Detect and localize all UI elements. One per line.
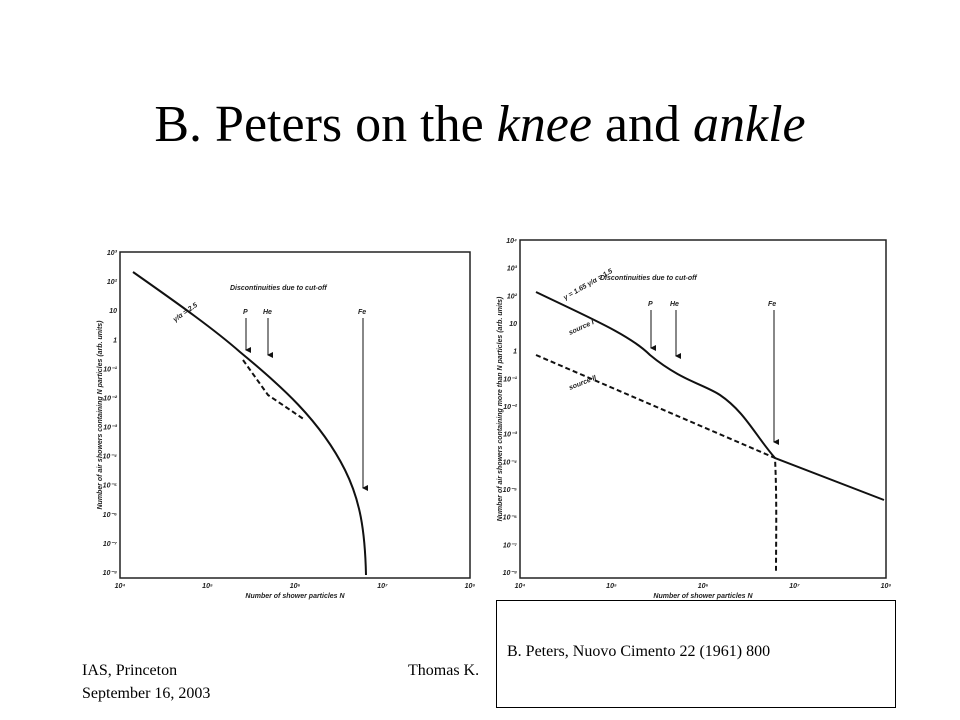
x-tick-label: 10⁶	[698, 583, 709, 590]
arrow-label: Fe	[768, 301, 776, 308]
title-emphasis: ankle	[693, 96, 806, 153]
y-tick-label: 10³	[507, 266, 518, 273]
y-tick-label: 10⁻⁷	[103, 541, 117, 548]
curve	[132, 271, 367, 576]
curve-dashed	[242, 359, 306, 421]
x-tick-label: 10⁴	[515, 583, 526, 590]
slope-label: γ/α = 2.5	[172, 302, 199, 324]
y-tick-label: 10⁻⁶	[103, 512, 117, 519]
y-tick-label: 10⁻²	[103, 395, 117, 402]
figure-annotation: Discontinuities due to cut-off	[230, 285, 327, 292]
footer-venue: IAS, Princeton	[82, 662, 178, 679]
x-tick-label: 10⁷	[789, 583, 800, 590]
y-tick-label: 10⁻¹	[103, 366, 117, 373]
x-tick-label: 10⁸	[465, 583, 476, 590]
arrow-label: He	[263, 309, 272, 316]
y-tick-label: 10	[109, 308, 117, 315]
curve-dashed	[535, 354, 778, 573]
x-tick-label: 10⁴	[115, 583, 126, 590]
y-tick-label: 10⁻²	[503, 404, 517, 411]
x-axis-label: Number of shower particles N	[245, 593, 345, 600]
figure-frame	[119, 251, 471, 579]
arrow-label: P	[648, 301, 653, 308]
y-tick-label: 10⁻⁵	[103, 483, 117, 490]
y-tick-label: 10⁻³	[103, 425, 117, 432]
figure-annotation: Discontinuities due to cut-off	[600, 275, 697, 282]
arrow-label: He	[670, 301, 679, 308]
y-tick-label: 10²	[107, 279, 118, 286]
citation-box: B. Peters, Nuovo Cimento 22 (1961) 800	[496, 600, 896, 708]
y-tick-label: 10	[509, 321, 517, 328]
y-tick-label: 10⁻⁴	[103, 454, 117, 461]
arrow-label: P	[243, 309, 248, 316]
citation: B. Peters, Nuovo Cimento 22 (1961) 800	[507, 643, 771, 660]
figure-frame	[519, 239, 887, 579]
y-tick-label: 10²	[507, 293, 518, 300]
y-tick-label: 10⁻³	[503, 432, 517, 439]
y-tick-label: 1	[113, 337, 117, 344]
title-emphasis: knee	[496, 96, 592, 153]
y-tick-label: 10⁴	[506, 238, 517, 245]
source-label: source II	[568, 374, 598, 392]
footer-date: September 16, 2003	[82, 685, 211, 702]
title-text: and	[591, 96, 694, 153]
y-tick-label: 10⁻⁴	[503, 459, 517, 466]
x-axis-label: Number of shower particles N	[653, 593, 753, 600]
title-text: B. Peters on the	[154, 96, 497, 153]
y-tick-label: 10⁻¹	[503, 376, 517, 383]
y-tick-label: 10⁻⁸	[503, 570, 517, 577]
y-tick-label: 1	[513, 349, 517, 356]
x-tick-label: 10⁸	[881, 583, 892, 590]
footer-author: Thomas K.	[408, 662, 480, 679]
slope-label: γ = 1.65 γ/α = 1.5	[563, 268, 615, 302]
x-tick-label: 10⁵	[202, 583, 213, 590]
y-tick-label: 10⁻⁶	[503, 515, 517, 522]
slide-title: B. Peters on the knee and ankle	[0, 95, 960, 154]
y-axis-label: Number of air showers containing N parti…	[97, 320, 104, 510]
y-axis-label: Number of air showers containing more th…	[497, 296, 504, 521]
curve	[535, 291, 885, 501]
arrow-label: Fe	[358, 309, 366, 316]
source-label: source I	[568, 319, 596, 337]
y-tick-label: 10⁻⁵	[503, 487, 517, 494]
y-tick-label: 10³	[107, 250, 118, 257]
x-tick-label: 10⁵	[606, 583, 617, 590]
x-tick-label: 10⁷	[377, 583, 388, 590]
figures: Discontinuities due to cut-off P He Fe γ/α =…	[97, 238, 892, 600]
y-tick-label: 10⁻⁷	[503, 542, 517, 549]
y-tick-label: 10⁻⁸	[103, 570, 117, 577]
x-tick-label: 10⁶	[290, 583, 301, 590]
